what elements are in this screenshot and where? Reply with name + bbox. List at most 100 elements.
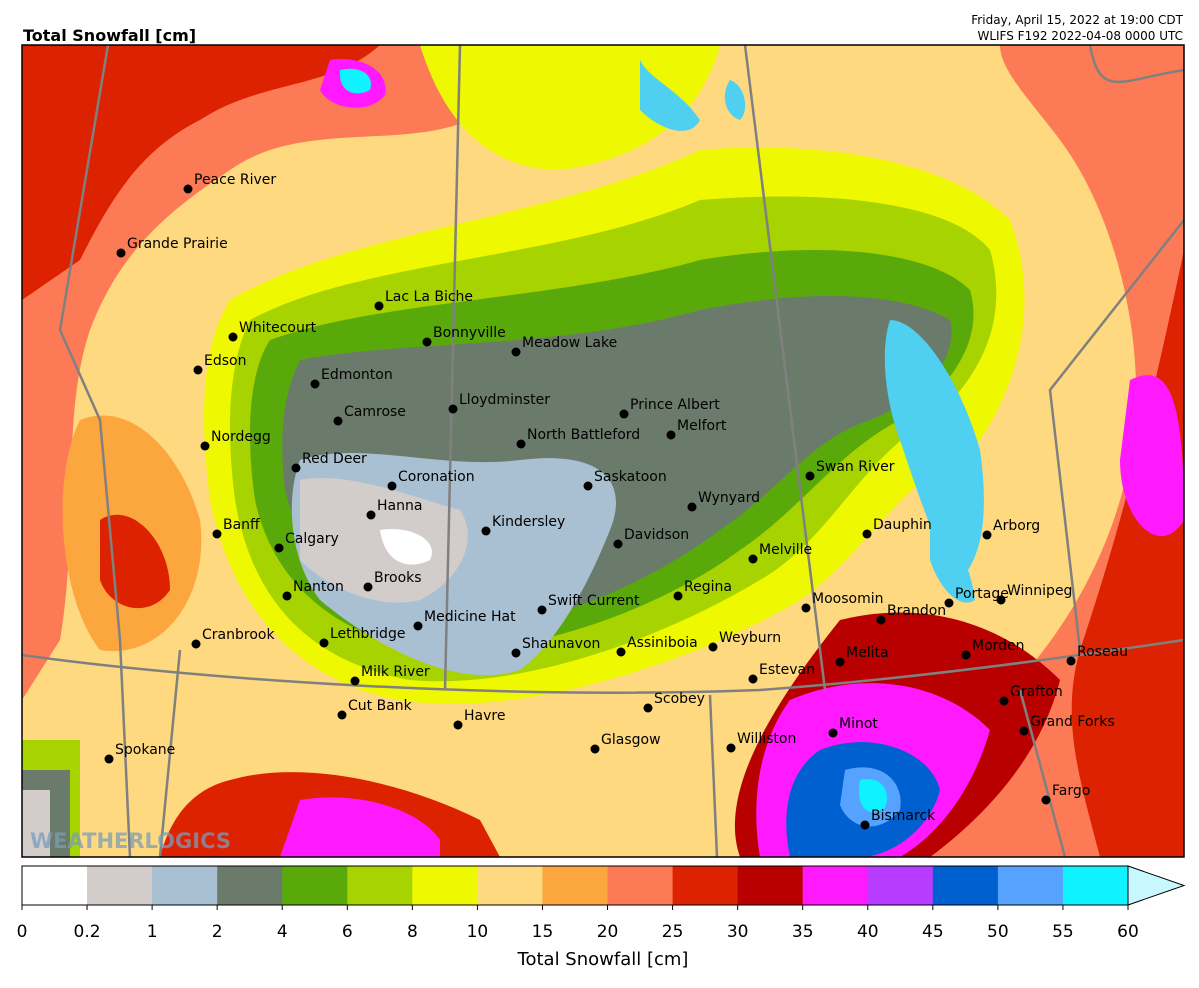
- city-label: Melita: [846, 645, 889, 661]
- city-dot: [453, 720, 463, 730]
- city-dot: [1041, 795, 1051, 805]
- city-dot: [413, 621, 423, 631]
- city-dot: [862, 529, 872, 539]
- city-dot: [511, 347, 521, 357]
- city-label: Estevan: [759, 662, 815, 678]
- city-dot: [1019, 726, 1029, 736]
- city-label: Red Deer: [302, 451, 367, 467]
- city-label: Bonnyville: [433, 325, 506, 341]
- city-label: Coronation: [398, 469, 475, 485]
- city-dot: [666, 430, 676, 440]
- city-dot: [228, 332, 238, 342]
- city-label: Dauphin: [873, 517, 932, 533]
- city-dot: [291, 463, 301, 473]
- city-dot: [876, 615, 886, 625]
- city-dot: [590, 744, 600, 754]
- city-label: Prince Albert: [630, 397, 720, 413]
- city-dot: [537, 605, 547, 615]
- city-dot: [191, 639, 201, 649]
- city-label: Cranbrook: [202, 627, 275, 643]
- colorbar-label: Total Snowfall [cm]: [517, 949, 689, 970]
- city-label: Camrose: [344, 404, 406, 420]
- model-run: WLIFS F192 2022-04-08 0000 UTC: [977, 29, 1183, 43]
- city-dot: [748, 674, 758, 684]
- city-label: Hanna: [377, 498, 422, 514]
- city-label: Kindersley: [492, 514, 565, 530]
- colorbar-swatch: [932, 866, 999, 905]
- city-label: Regina: [684, 579, 732, 595]
- city-dot: [643, 703, 653, 713]
- city-label: Bismarck: [871, 808, 936, 824]
- city-dot: [319, 638, 329, 648]
- colorbar-swatch: [152, 866, 218, 905]
- city-dot: [374, 301, 384, 311]
- watermark: WEATHERLOGICS: [30, 829, 231, 853]
- colorbar-swatch: [1062, 866, 1129, 905]
- colorbar-tick-label: 6: [342, 922, 353, 942]
- colorbar-tick-label: 55: [1052, 922, 1074, 942]
- city-label: Nordegg: [211, 429, 271, 445]
- city-label: Grande Prairie: [127, 236, 228, 252]
- city-dot: [583, 481, 593, 491]
- city-label: Milk River: [361, 664, 430, 680]
- city-dot: [828, 728, 838, 738]
- city-dot: [481, 526, 491, 536]
- map-frame: [21, 44, 1185, 858]
- valid-time: Friday, April 15, 2022 at 19:00 CDT: [971, 13, 1183, 27]
- city-label: Melfort: [677, 418, 727, 434]
- city-dot: [944, 598, 954, 608]
- colorbar-extension: [1127, 865, 1186, 906]
- colorbar-tick-label: 35: [792, 922, 814, 942]
- colorbar-tick-label: 8: [407, 922, 418, 942]
- colorbar-tick-label: 4: [277, 922, 288, 942]
- city-dot: [183, 184, 193, 194]
- colorbar-swatch: [412, 866, 478, 905]
- city-label: Arborg: [993, 518, 1040, 534]
- city-dot: [801, 603, 811, 613]
- city-dot: [200, 441, 210, 451]
- city-label: Banff: [223, 517, 260, 533]
- city-label: Assiniboia: [627, 635, 698, 651]
- city-dot: [422, 337, 432, 347]
- city-label: Grand Forks: [1030, 714, 1115, 730]
- colorbar-swatch: [282, 866, 348, 905]
- colorbar-tick-label: 0: [17, 922, 28, 942]
- city-dot: [982, 530, 992, 540]
- colorbar-swatch: [867, 866, 934, 905]
- city-dot: [616, 647, 626, 657]
- city-label: Davidson: [624, 527, 689, 543]
- city-dot: [366, 510, 376, 520]
- city-dot: [511, 648, 521, 658]
- colorbar-tick-label: 30: [727, 922, 749, 942]
- city-dot: [619, 409, 629, 419]
- city-label: Fargo: [1052, 783, 1090, 799]
- city-dot: [860, 820, 870, 830]
- city-dot: [310, 379, 320, 389]
- colorbar-tick-label: 45: [922, 922, 944, 942]
- colorbar-tick-label: 1: [147, 922, 158, 942]
- snowfall-field: [22, 45, 1184, 857]
- city-dot: [333, 416, 343, 426]
- city-label: Moosomin: [812, 591, 883, 607]
- city-label: Grafton: [1010, 684, 1063, 700]
- city-label: Cut Bank: [348, 698, 413, 714]
- city-label: Williston: [737, 731, 796, 747]
- city-label: Winnipeg: [1007, 583, 1072, 599]
- city-dot: [673, 591, 683, 601]
- city-dot: [116, 248, 126, 258]
- colorbar-swatch: [672, 866, 739, 905]
- colorbar-outline: [21, 865, 1128, 906]
- city-label: Whitecourt: [239, 320, 317, 336]
- colorbar-tick-label: 15: [532, 922, 554, 942]
- colorbar-tick-label: 10: [467, 922, 489, 942]
- colorbar-tick-label: 60: [1117, 922, 1139, 942]
- colorbar-swatch: [217, 866, 283, 905]
- city-dot: [337, 710, 347, 720]
- city-label: Medicine Hat: [424, 609, 516, 625]
- city-label: Lloydminster: [459, 392, 550, 408]
- city-dot: [999, 696, 1009, 706]
- city-label: Edmonton: [321, 367, 393, 383]
- city-dot: [104, 754, 114, 764]
- city-label: Melville: [759, 542, 812, 558]
